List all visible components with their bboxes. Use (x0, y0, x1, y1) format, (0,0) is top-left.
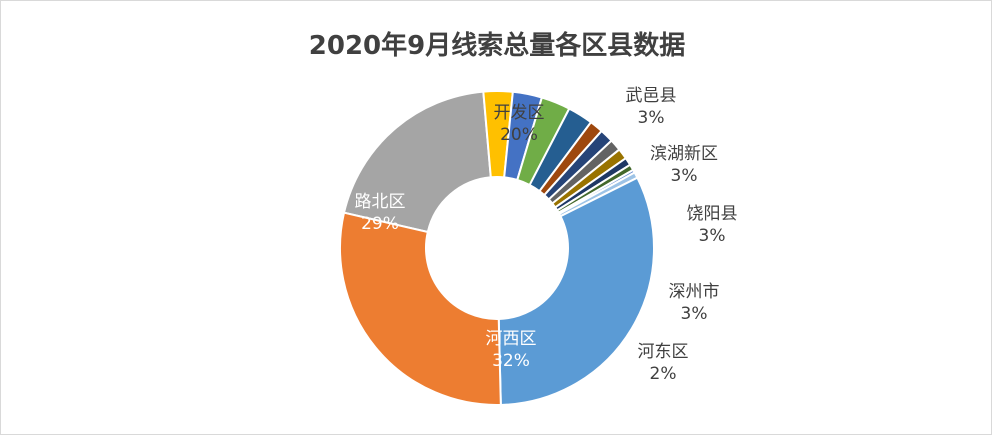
slice-label-12: 河东区 (638, 342, 689, 362)
donut-slice-0 (342, 90, 492, 234)
slice-percent-0: 20% (500, 125, 538, 145)
slice-percent-13: 32% (492, 351, 530, 371)
slice-percent-2: 3% (671, 166, 698, 186)
slice-percent-14: 29% (361, 214, 399, 234)
slice-percent-12: 2% (650, 364, 677, 384)
slice-percent-4: 3% (699, 226, 726, 246)
slice-label-9: 深州市 (669, 282, 720, 302)
slice-percent-1: 3% (638, 108, 665, 128)
chart-title: 2020年9月线索总量各区县数据 (308, 31, 686, 61)
slice-percent-9: 3% (681, 304, 708, 324)
donut-slice-14 (339, 211, 502, 406)
slice-label-4: 饶阳县 (687, 204, 738, 224)
slice-label-1: 武邑县 (626, 86, 677, 106)
donut-slice-13 (497, 176, 655, 406)
slice-label-0: 开发区 (494, 103, 545, 123)
slice-label-2: 滨湖新区 (650, 144, 718, 164)
slice-label-13: 河西区 (486, 329, 537, 349)
slice-label-14: 路北区 (355, 192, 406, 212)
